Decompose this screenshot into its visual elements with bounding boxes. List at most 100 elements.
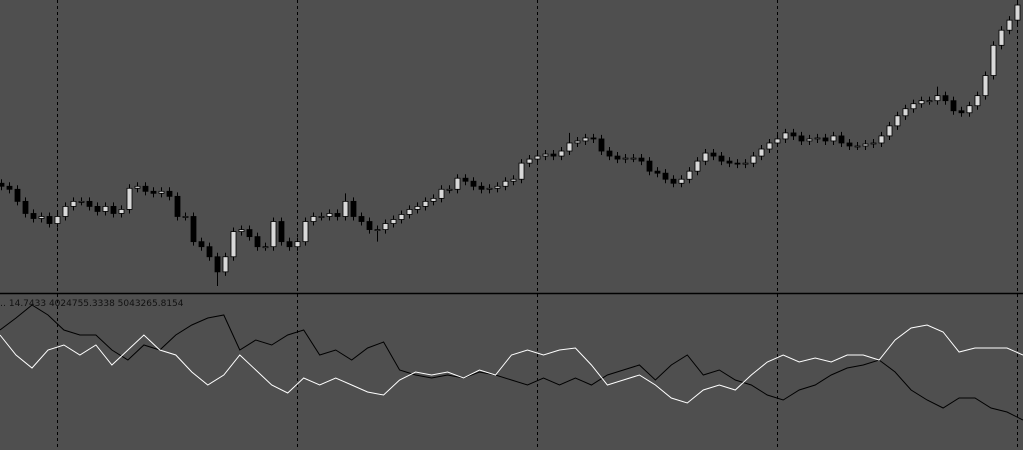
candle-body <box>662 172 669 180</box>
candle-body <box>142 185 149 192</box>
candle-body <box>1014 4 1021 21</box>
candle-body <box>70 200 77 207</box>
candle-body <box>246 229 253 238</box>
candle-body <box>118 209 125 214</box>
candle-body <box>6 185 13 190</box>
candle-body <box>198 241 205 248</box>
candle-body <box>446 188 453 191</box>
candle-body <box>566 142 573 152</box>
candle-body <box>614 155 621 160</box>
candle-body <box>222 256 229 273</box>
candle-body <box>166 190 173 197</box>
candle-body <box>158 190 165 194</box>
candle-body <box>998 29 1005 46</box>
candle-body <box>270 221 277 248</box>
candle-body <box>438 188 445 199</box>
candle-body <box>910 103 917 110</box>
candle-body <box>230 231 237 258</box>
candle-body <box>406 209 413 215</box>
candle-body <box>470 180 477 187</box>
candle-body <box>430 197 437 202</box>
candle-body <box>710 152 717 157</box>
candle-body <box>150 190 157 194</box>
candle-body <box>54 216 61 224</box>
candle-body <box>742 162 749 165</box>
candle-body <box>182 216 189 218</box>
candle-body <box>846 142 853 147</box>
candle-body <box>838 135 845 144</box>
candle-body <box>502 180 509 187</box>
candle-body <box>654 170 661 174</box>
candle-body <box>558 150 565 157</box>
candle-body <box>478 185 485 190</box>
candle-body <box>950 100 957 112</box>
candle-body <box>454 177 461 190</box>
candle-body <box>414 206 421 210</box>
candle-body <box>878 135 885 144</box>
candle-body <box>390 219 397 224</box>
candle-body <box>694 160 701 172</box>
candle-body <box>958 110 965 114</box>
candle-body <box>966 105 973 114</box>
candle-body <box>934 95 941 102</box>
candle-body <box>766 142 773 150</box>
candle-body <box>718 155 725 162</box>
candle-body <box>630 157 637 160</box>
candle-body <box>94 206 101 212</box>
candle-body <box>30 213 37 219</box>
candle-body <box>126 187 133 210</box>
candle-body <box>206 246 213 258</box>
candle-body <box>0 182 5 187</box>
candle-body <box>286 241 293 248</box>
candle-body <box>190 216 197 243</box>
candle-body <box>462 177 469 182</box>
candle-body <box>334 213 341 217</box>
candle-body <box>926 100 933 103</box>
candle-body <box>422 200 429 207</box>
candle-body <box>494 185 501 189</box>
candle-body <box>278 221 285 243</box>
candle-body <box>902 108 909 117</box>
candle-body <box>38 216 45 219</box>
candle-body <box>606 150 613 157</box>
candle-body <box>774 138 781 144</box>
candle-body <box>78 200 85 203</box>
indicator-line <box>0 304 1023 421</box>
candle-body <box>518 162 525 180</box>
indicator-line <box>0 324 1023 404</box>
candle-body <box>382 223 389 230</box>
candle-body <box>302 221 309 243</box>
candle-body <box>782 132 789 140</box>
candle-body <box>358 216 365 222</box>
candle-body <box>870 142 877 145</box>
candle-body <box>886 125 893 137</box>
candle-body <box>590 137 597 140</box>
candle-body <box>22 200 29 214</box>
candle-body <box>734 162 741 165</box>
candle-body <box>110 206 117 214</box>
candle-body <box>550 153 557 157</box>
candle-body <box>582 137 589 142</box>
candle-body <box>62 206 69 217</box>
candle-body <box>14 188 21 202</box>
candle-body <box>638 157 645 162</box>
candle-body <box>942 95 949 102</box>
candle-body <box>294 241 301 248</box>
candle-body <box>646 160 653 172</box>
candle-body <box>174 195 181 217</box>
candle-body <box>790 132 797 137</box>
candle-body <box>318 216 325 218</box>
candle-body <box>366 221 373 230</box>
candle-body <box>622 157 629 160</box>
candle-body <box>830 135 837 142</box>
candle-body <box>854 145 861 148</box>
candle-body <box>574 140 581 144</box>
candle-body <box>526 158 533 164</box>
candle-body <box>990 44 997 76</box>
candle-body <box>1006 19 1013 31</box>
candle-body <box>46 216 53 224</box>
candle-body <box>374 229 381 231</box>
candle-body <box>486 187 493 190</box>
